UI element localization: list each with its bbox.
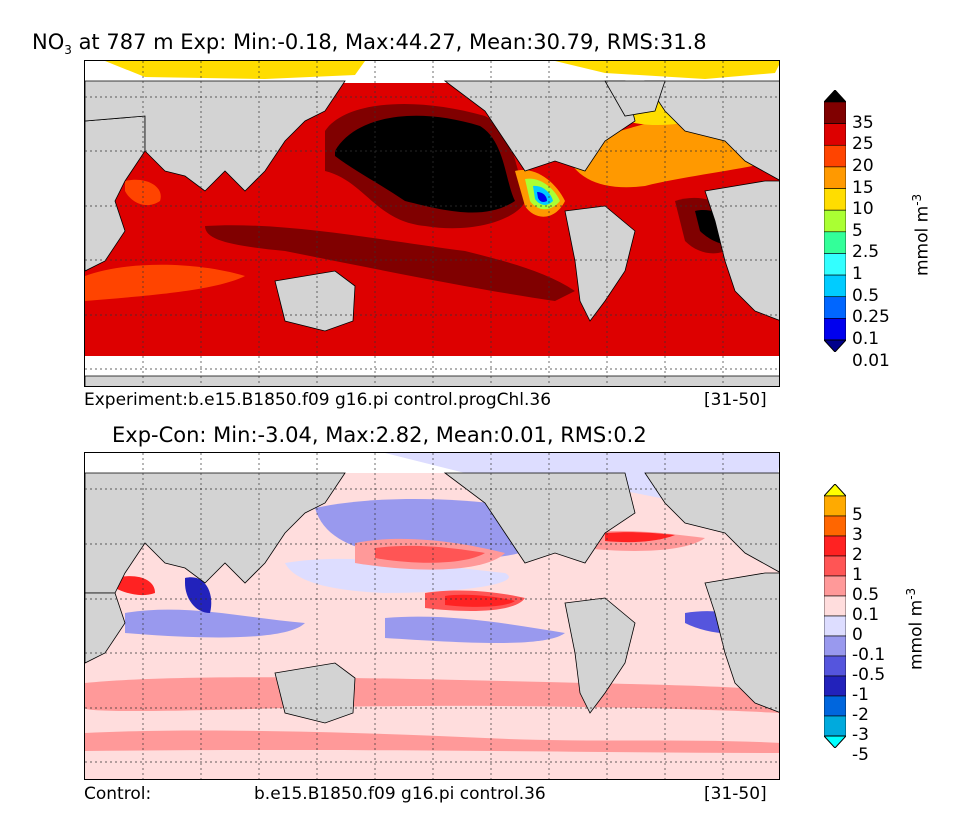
colorbar-tick-label: 0 bbox=[852, 625, 863, 645]
colorbar-tick-label: 5 bbox=[852, 505, 863, 525]
colorbar-segment bbox=[823, 253, 847, 276]
panel2-colorbar bbox=[822, 483, 848, 749]
colorbar-tick-label: 2.5 bbox=[852, 242, 880, 263]
panel2-colorbar-graphic bbox=[822, 483, 848, 749]
panel2-map-graphic bbox=[85, 453, 779, 779]
title-species: NO bbox=[32, 30, 65, 54]
colorbar-segment bbox=[823, 555, 847, 577]
colorbar-tick-label: -2 bbox=[852, 705, 869, 725]
title-stats: at 787 m Exp: Min:-0.18, Max:44.27, Mean… bbox=[71, 30, 707, 54]
colorbar-segment bbox=[823, 715, 847, 737]
colorbar-segment bbox=[823, 166, 847, 189]
colorbar-segment bbox=[823, 296, 847, 319]
units-text: mmol m bbox=[906, 599, 927, 670]
colorbar-tick-label: -1 bbox=[852, 685, 869, 705]
colorbar-segment bbox=[823, 655, 847, 677]
colorbar-tick-label: -0.1 bbox=[852, 645, 886, 665]
colorbar-tick-label: 0.1 bbox=[852, 605, 880, 625]
colorbar-segment bbox=[823, 209, 847, 233]
units-exponent: -3 bbox=[910, 193, 924, 206]
colorbar-tick-label: 1 bbox=[852, 264, 863, 285]
colorbar-tick-label: 35 bbox=[852, 112, 874, 133]
panel1-colorbar-graphic bbox=[822, 89, 848, 353]
colorbar-segment bbox=[823, 575, 847, 597]
panel1-caption-right: [31-50] bbox=[704, 390, 767, 410]
units-text: mmol m bbox=[912, 205, 933, 276]
colorbar-segment bbox=[823, 144, 847, 168]
colorbar-tick-label: 0.01 bbox=[852, 350, 890, 371]
colorbar-segment bbox=[823, 188, 847, 211]
panel1-map bbox=[84, 60, 780, 387]
colorbar-tick-label: 15 bbox=[852, 177, 874, 198]
panel1-map-graphic bbox=[85, 61, 779, 386]
colorbar-segment bbox=[823, 535, 847, 557]
colorbar-tick-label: -5 bbox=[852, 745, 869, 765]
panel1-title: NO3 at 787 m Exp: Min:-0.18, Max:44.27, … bbox=[32, 30, 707, 57]
panel2-caption-left: Control: bbox=[84, 784, 152, 804]
colorbar-segment bbox=[823, 615, 847, 637]
panel1-colorbar bbox=[822, 89, 848, 353]
panel1-caption-left: Experiment:b.e15.B1850.f09 g16.pi contro… bbox=[84, 390, 552, 410]
colorbar-tick-label: -3 bbox=[852, 725, 869, 745]
units-exponent: -3 bbox=[904, 587, 918, 600]
colorbar-top-extend bbox=[822, 89, 848, 103]
colorbar-segment bbox=[823, 318, 847, 341]
colorbar-tick-label: 0.1 bbox=[852, 329, 880, 349]
colorbar-segment bbox=[823, 101, 847, 124]
colorbar-tick-label: 20 bbox=[852, 155, 874, 176]
panel2-map bbox=[84, 452, 780, 780]
colorbar-tick-label: 3 bbox=[852, 525, 863, 545]
colorbar-segment bbox=[823, 595, 847, 617]
colorbar-tick-label: 10 bbox=[852, 199, 874, 220]
colorbar-tick-label: 1 bbox=[852, 565, 863, 585]
colorbar-segment bbox=[823, 675, 847, 697]
panel2-caption-right: [31-50] bbox=[704, 784, 767, 804]
colorbar-bottom-extend bbox=[822, 735, 848, 749]
colorbar-segment bbox=[823, 695, 847, 717]
colorbar-tick-label: 5 bbox=[852, 220, 863, 241]
colorbar-segment bbox=[823, 123, 847, 146]
colorbar-tick-label: 2 bbox=[852, 545, 863, 565]
colorbar-segment bbox=[823, 515, 847, 537]
colorbar-tick-label: 0.5 bbox=[852, 285, 880, 306]
colorbar-segment bbox=[823, 635, 847, 657]
panel2-title: Exp-Con: Min:-3.04, Max:2.82, Mean:0.01,… bbox=[112, 423, 647, 447]
colorbar-tick-label: 25 bbox=[852, 134, 874, 155]
colorbar-segment bbox=[823, 495, 847, 517]
colorbar-top-extend bbox=[822, 483, 848, 497]
panel2-caption-mid: b.e15.B1850.f09 g16.pi control.36 bbox=[254, 784, 546, 804]
colorbar-segment bbox=[823, 231, 847, 254]
colorbar-tick-label: 0.5 bbox=[852, 585, 880, 605]
colorbar-tick-label: 0.25 bbox=[852, 307, 890, 328]
panel2-units: mmol m-3 bbox=[904, 588, 927, 670]
title-subscript: 3 bbox=[64, 43, 72, 58]
colorbar-segment bbox=[823, 274, 847, 298]
colorbar-tick-label: -0.5 bbox=[852, 665, 886, 685]
colorbar-bottom-extend bbox=[822, 339, 848, 353]
panel1-units: mmol m-3 bbox=[910, 194, 933, 276]
